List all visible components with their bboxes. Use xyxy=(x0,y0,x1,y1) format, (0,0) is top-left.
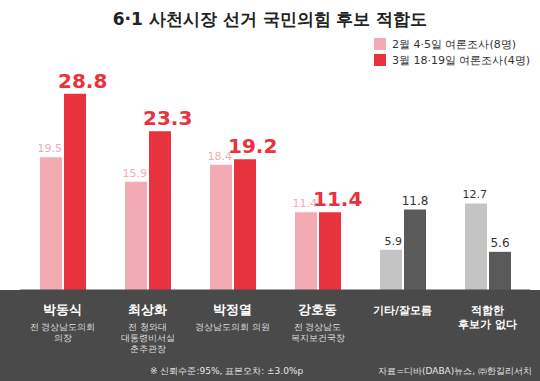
svg-text:11.4: 11.4 xyxy=(292,197,317,211)
svg-text:기타/잘모름: 기타/잘모름 xyxy=(373,304,432,317)
html-text:3월 18·19일 여론조사(4명): 3월 18·19일 여론조사(4명) xyxy=(391,53,530,67)
html-text:6·1 사천시장 선거 국민의힘 후보 적합도: 6·1 사천시장 선거 국민의힘 후보 적합도 xyxy=(112,9,428,29)
svg-text:후보가 없다: 후보가 없다 xyxy=(458,318,517,331)
svg-text:경상남도의회 의원: 경상남도의회 의원 xyxy=(195,322,270,332)
svg-text:최상화: 최상화 xyxy=(128,302,167,317)
svg-text:23.3: 23.3 xyxy=(143,106,192,130)
svg-text:춘추관장: 춘추관장 xyxy=(130,344,166,354)
svg-text:적합한: 적합한 xyxy=(471,304,504,317)
svg-text:18.4: 18.4 xyxy=(207,149,232,163)
svg-text:의장: 의장 xyxy=(54,333,72,343)
svg-text:19.2: 19.2 xyxy=(228,134,277,158)
svg-text:5.6: 5.6 xyxy=(490,236,509,250)
html-text:2월 4·5일 여론조사(8명): 2월 4·5일 여론조사(8명) xyxy=(391,37,516,51)
html-text:자료=디바(DABA)뉴스, ㈜한길리서치: 자료=디바(DABA)뉴스, ㈜한길리서치 xyxy=(378,366,532,376)
svg-text:전 청와대: 전 청와대 xyxy=(128,322,167,332)
svg-text:11.8: 11.8 xyxy=(402,194,429,208)
svg-text:박정열: 박정열 xyxy=(213,302,252,317)
svg-text:15.9: 15.9 xyxy=(123,167,148,180)
svg-text:대통령비서실: 대통령비서실 xyxy=(121,333,175,343)
svg-text:28.8: 28.8 xyxy=(58,69,107,93)
svg-text:전 경상남도: 전 경상남도 xyxy=(294,322,342,332)
svg-text:19.5: 19.5 xyxy=(38,142,63,155)
html-text:※ 신뢰수준:95%, 표본오차: ±3.0%p: ※ 신뢰수준:95%, 표본오차: ±3.0%p xyxy=(150,366,304,376)
svg-text:복지보건국장: 복지보건국장 xyxy=(291,333,345,343)
svg-text:11.4: 11.4 xyxy=(313,187,362,211)
svg-text:전 경상남도의회: 전 경상남도의회 xyxy=(30,322,96,332)
svg-text:12.7: 12.7 xyxy=(463,188,488,201)
svg-text:박동식: 박동식 xyxy=(43,302,82,317)
svg-text:5.9: 5.9 xyxy=(385,235,403,248)
svg-text:강호동: 강호동 xyxy=(298,302,337,317)
